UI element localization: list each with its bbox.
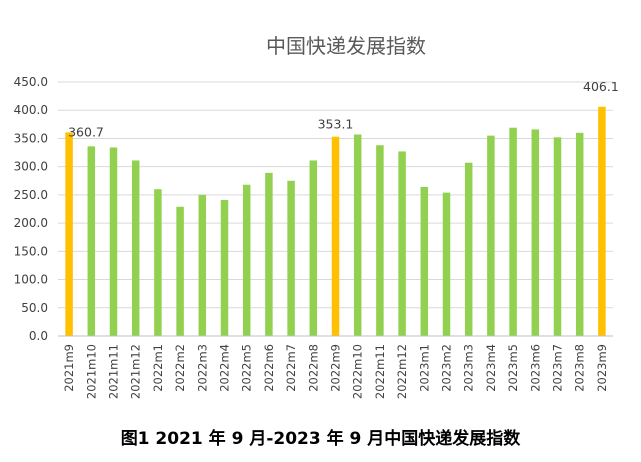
y-tick-label: 0.0 [29,329,48,343]
bar-2022m6 [265,172,273,336]
x-tick-label: 2022m9 [329,344,343,392]
chart-title: 中国快递发展指数 [266,34,426,58]
x-tick-label: 2023m4 [484,344,498,392]
y-tick-label: 300.0 [14,160,48,174]
bar-2021m10 [87,146,96,336]
bar-2022m1 [154,189,162,336]
x-tick-label: 2021m10 [84,344,98,399]
bar-2022m12 [398,151,406,336]
bar-2023m9 [598,106,606,336]
bar-2023m5 [509,127,517,336]
bar-2022m5 [242,184,251,336]
bar-2023m7 [553,137,562,336]
y-tick-label: 350.0 [14,131,48,145]
x-tick-label: 2021m11 [107,344,121,399]
x-tick-label: 2021m12 [129,344,143,399]
x-tick-label: 2023m2 [440,344,454,392]
bar-2023m6 [531,129,540,336]
bar-2023m8 [575,132,584,336]
bar-2021m9 [65,132,73,336]
bar-2022m2 [176,206,184,336]
y-tick-label: 50.0 [21,301,48,315]
x-tick-label: 2022m6 [262,344,276,392]
data-labels: 360.7 353.1 406.1 [68,79,619,140]
x-tick-label: 2022m1 [151,344,165,392]
x-tick-label: 2021m9 [62,344,76,392]
y-axis-ticks: 0.0 50.0 100.0 150.0 200.0 250.0 300.0 350.0 400… [14,75,48,343]
x-tick-label: 2022m11 [373,344,387,399]
bar-2021m11 [109,147,118,336]
x-tick-label: 2022m12 [395,344,409,399]
x-tick-label: 2022m4 [218,344,232,392]
bar-2023m4 [487,135,495,336]
bar-2023m3 [464,162,473,336]
figure-caption: 图1 2021 年 9 月-2023 年 9 月中国快递发展指数 [120,429,521,449]
y-tick-label: 100.0 [14,273,48,287]
y-tick-label: 250.0 [14,188,48,202]
y-tick-label: 450.0 [14,75,48,89]
data-label-2023m9: 406.1 [583,79,619,94]
bar-2022m4 [220,199,229,336]
bar-2022m9 [331,136,340,336]
bar-2022m10 [353,134,362,336]
x-tick-label: 2022m10 [351,344,365,399]
bar-2023m2 [442,192,451,336]
bar-2021m12 [131,160,140,336]
x-tick-label: 2023m7 [551,344,565,392]
bars [65,106,606,336]
x-tick-label: 2022m2 [173,344,187,392]
bar-2022m8 [309,160,318,336]
x-tick-label: 2023m8 [573,344,587,392]
bar-2022m3 [198,194,207,336]
x-tick-label: 2023m6 [528,344,542,392]
x-tick-label: 2023m1 [417,344,431,392]
y-tick-label: 400.0 [14,103,48,117]
x-tick-label: 2022m5 [240,344,254,392]
x-tick-label: 2022m7 [284,344,298,392]
bar-2023m1 [420,186,429,336]
bar-2022m11 [376,145,384,336]
x-tick-label: 2023m5 [506,344,520,392]
x-axis-ticks: 2021m9 2021m10 2021m11 2021m12 2022m1 2022m2 2… [62,344,609,399]
x-tick-label: 2023m3 [462,344,476,392]
y-tick-label: 200.0 [14,216,48,230]
data-label-2021m9: 360.7 [68,124,104,139]
y-tick-label: 150.0 [14,244,48,258]
bar-2022m7 [287,180,295,336]
x-tick-label: 2023m9 [595,344,609,392]
data-label-2022m9: 353.1 [318,117,354,132]
x-tick-label: 2022m3 [195,344,209,392]
x-tick-label: 2022m8 [306,344,320,392]
